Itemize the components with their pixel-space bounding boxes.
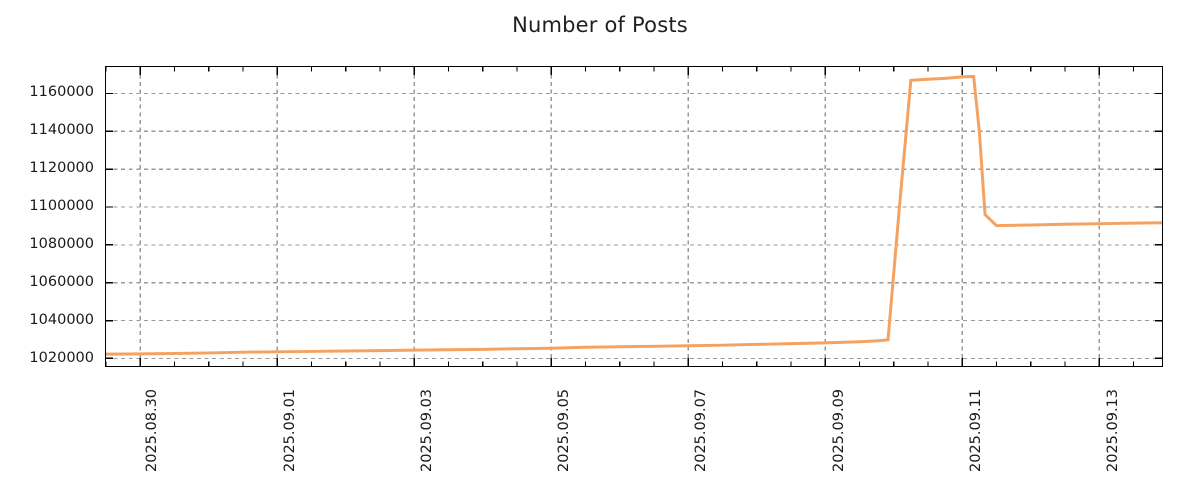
x-tick-label: 2025.09.07: [693, 388, 710, 472]
x-tick-label: 2025.09.03: [418, 388, 435, 472]
x-tick-label: 2025.09.11: [967, 388, 984, 472]
x-tick-label: 2025.08.30: [144, 388, 161, 472]
y-tick-label: 1080000: [29, 236, 94, 253]
x-tick-label: 2025.09.13: [1105, 388, 1122, 472]
y-tick-label: 1060000: [29, 274, 94, 291]
y-tick-label: 1120000: [29, 159, 94, 176]
y-tick-label: 1140000: [29, 121, 94, 138]
chart-title: Number of Posts: [512, 13, 688, 37]
x-tick-label: 2025.09.09: [830, 388, 847, 472]
axis-ticks: [105, 67, 1162, 366]
y-tick-label: 1160000: [29, 83, 94, 100]
y-tick-label: 1020000: [29, 350, 94, 367]
y-tick-label: 1100000: [29, 197, 94, 214]
data-series-layer: [105, 74, 1163, 356]
y-tick-label: 1040000: [29, 312, 94, 329]
x-tick-label: 2025.09.01: [281, 388, 298, 472]
plot-area: [105, 66, 1163, 367]
series-line-0: [105, 74, 1163, 356]
x-tick-label: 2025.09.05: [556, 388, 573, 472]
